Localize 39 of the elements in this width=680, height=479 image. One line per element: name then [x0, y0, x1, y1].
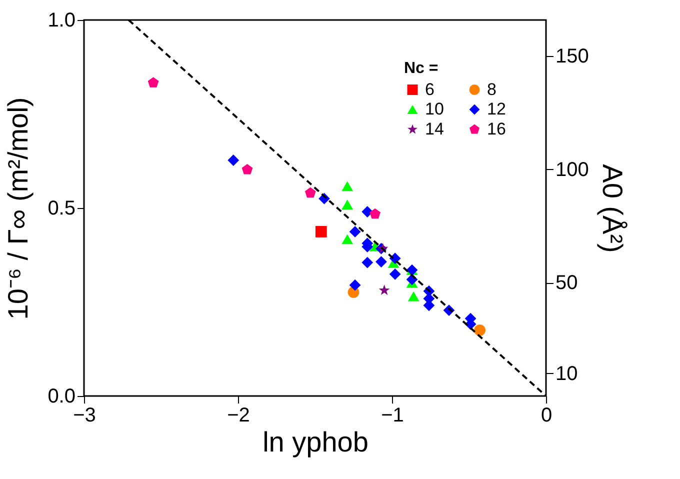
point	[362, 206, 374, 218]
legend-label: 16	[487, 120, 506, 138]
legend-title: Nc =	[404, 60, 438, 77]
point	[315, 226, 327, 238]
point	[304, 187, 316, 198]
point	[228, 154, 240, 166]
y2-axis-title: A0 (Å²)	[596, 164, 628, 253]
x-tick-label: −2	[227, 404, 250, 426]
point	[342, 234, 354, 244]
y-axis-title: 10⁻⁶ / Γ∞ (m²/mol)	[2, 97, 34, 320]
point	[342, 200, 354, 210]
point	[148, 77, 159, 88]
x-tick-label: 0	[540, 404, 552, 426]
x-tick-label: −3	[73, 404, 96, 426]
y2-tick-label: 150	[556, 46, 589, 68]
point	[378, 284, 390, 295]
y-tick-label: 1.0	[48, 10, 76, 32]
y-tick-label: 0.5	[48, 198, 76, 220]
point	[349, 226, 361, 238]
legend-label: 8	[487, 80, 496, 99]
legend-label: 10	[425, 100, 444, 118]
point	[408, 291, 420, 302]
point	[349, 279, 361, 291]
point	[342, 181, 354, 192]
point	[389, 268, 401, 280]
y2-tick-label: 50	[556, 272, 578, 294]
point	[376, 256, 387, 268]
y2-tick-label: 10	[556, 362, 578, 385]
point	[242, 164, 253, 174]
legend-label: 6	[425, 80, 434, 99]
x-axis-title: ln yphob	[262, 426, 368, 458]
point	[370, 208, 380, 219]
y2-tick-label: 100	[556, 158, 589, 181]
point	[362, 256, 374, 268]
y-tick-label: 0.0	[48, 386, 76, 408]
legend-label: 14	[425, 120, 444, 138]
x-tick-label: −1	[381, 404, 404, 426]
point	[474, 324, 486, 336]
legend-label: 12	[487, 100, 506, 118]
